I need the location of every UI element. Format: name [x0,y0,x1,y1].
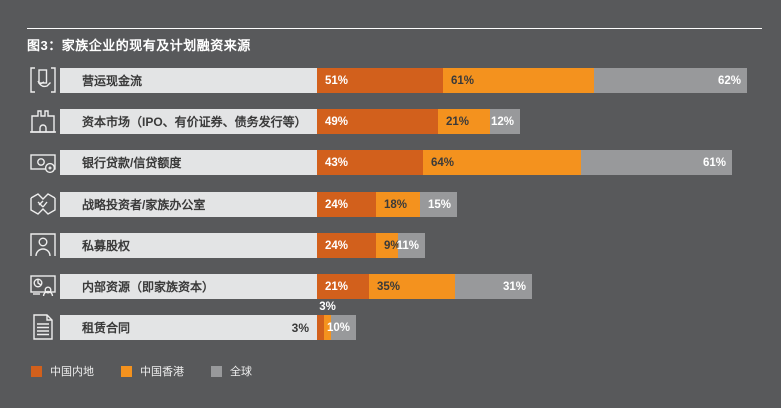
value-label-global: 10% [326,321,350,334]
bar-segment-hongkong: 61% [443,68,594,93]
chart-row: 银行贷款/信贷额度 43% 64% 61% [28,150,773,175]
bar-segment-hongkong: 18% [376,192,420,217]
bar-segment-hongkong: 35% [369,274,455,299]
category-label-text: 私募股权 [82,239,131,253]
chart-row: 内部资源（即家族资本） 21% 35% 31% [28,274,773,299]
value-label-hongkong: 64% [431,156,455,169]
bar-segment-mainland: 49% [317,109,438,134]
legend-item-global: 全球 [211,363,252,379]
value-label-mainland: 51% [325,74,349,87]
value-label-hongkong: 21% [446,115,470,128]
legend-label-hongkong: 中国香港 [140,366,184,378]
bar-segment-mainland: 51% [317,68,443,93]
value-label-global: 61% [702,156,726,169]
contract-icon [28,312,58,342]
legend-item-hongkong: 中国香港 [121,363,184,379]
category-label-text: 战略投资者/家族办公室 [82,198,206,212]
bar-segment-global: 62% [594,68,747,93]
bar-segment-global: 31% [455,274,532,299]
bar-segment-mainland: 43% [317,150,423,175]
value-label-global: 62% [717,74,741,87]
bar-segment-global: 15% [420,192,457,217]
bar-segment-hongkong: 21% [438,109,490,134]
value-label-hongkong: 61% [451,74,475,87]
value-label-global: 11% [396,239,419,252]
chart-title: 图3：家族企业的现有及计划融资来源 [27,38,251,53]
title-divider-line [27,28,762,29]
chart-row: 资本市场（IPO、有价证券、债务发行等） 49% 21% 12% [28,109,773,134]
value-label-mainland: 24% [325,198,349,211]
category-label: 战略投资者/家族办公室 [60,192,317,217]
value-label-mainland: 24% [325,239,349,252]
bar-segment-mainland: 24% [317,192,376,217]
bar-segment-mainland: 24% [317,233,376,258]
bar-segment-global: 61% [581,150,732,175]
value-label-mainland: 21% [325,280,349,293]
value-label-mainland: 3% [291,320,309,335]
bar-segment-global: 10% [327,315,356,340]
chart-row: 战略投资者/家族办公室 24% 18% 15% [28,192,773,217]
category-label: 租赁合同 3% [60,315,317,340]
bar-segment-global: 11% [396,233,425,258]
legend-swatch-hongkong [121,365,132,377]
bar-segment-hongkong [324,315,332,340]
capital-markets-icon [28,106,58,136]
value-label-global: 15% [427,198,451,211]
bank-loan-icon [28,147,58,177]
chart-row: 租赁合同 3% 3% 10% [28,301,773,342]
legend-label-mainland: 中国内地 [50,366,94,378]
handshake-icon [28,189,58,219]
bar-segment-hongkong: 9% [376,233,401,258]
bar-segment-hongkong: 64% [423,150,581,175]
category-label: 私募股权 [60,233,317,258]
cash-flow-icon [28,65,58,95]
category-label: 资本市场（IPO、有价证券、债务发行等） [60,109,317,134]
value-label-mainland: 49% [325,115,349,128]
category-label-text: 资本市场（IPO、有价证券、债务发行等） [82,115,307,129]
category-label-text: 租赁合同 [82,321,131,335]
category-label: 营运现金流 [60,68,317,93]
legend-label-global: 全球 [230,366,252,378]
category-label-text: 营运现金流 [82,74,143,88]
legend-swatch-global [211,365,222,377]
value-label-global: 12% [490,115,514,128]
value-label-hongkong: 9% [384,239,401,252]
value-label-hongkong: 35% [377,280,401,293]
chart-legend: 中国内地 中国香港 全球 [31,363,252,379]
legend-item-mainland: 中国内地 [31,363,94,379]
bar-segment-mainland [317,315,325,340]
value-label-mainland: 43% [325,156,349,169]
chart-row: 营运现金流 51% 61% 62% [28,65,773,95]
board-icon [28,271,58,301]
person-icon [28,230,58,260]
category-label: 内部资源（即家族资本） [60,274,317,299]
value-label-hongkong: 18% [384,198,408,211]
value-label-global: 31% [502,280,526,293]
category-label-text: 内部资源（即家族资本） [82,280,215,294]
value-label-hongkong: 3% [319,301,336,313]
bar-segment-mainland: 21% [317,274,369,299]
category-label-text: 银行贷款/信贷额度 [82,156,182,170]
legend-swatch-mainland [31,365,42,377]
chart-row: 私募股权 24% 9% 11% [28,233,773,258]
bar-segment-global: 12% [490,109,520,134]
category-label: 银行贷款/信贷额度 [60,150,317,175]
